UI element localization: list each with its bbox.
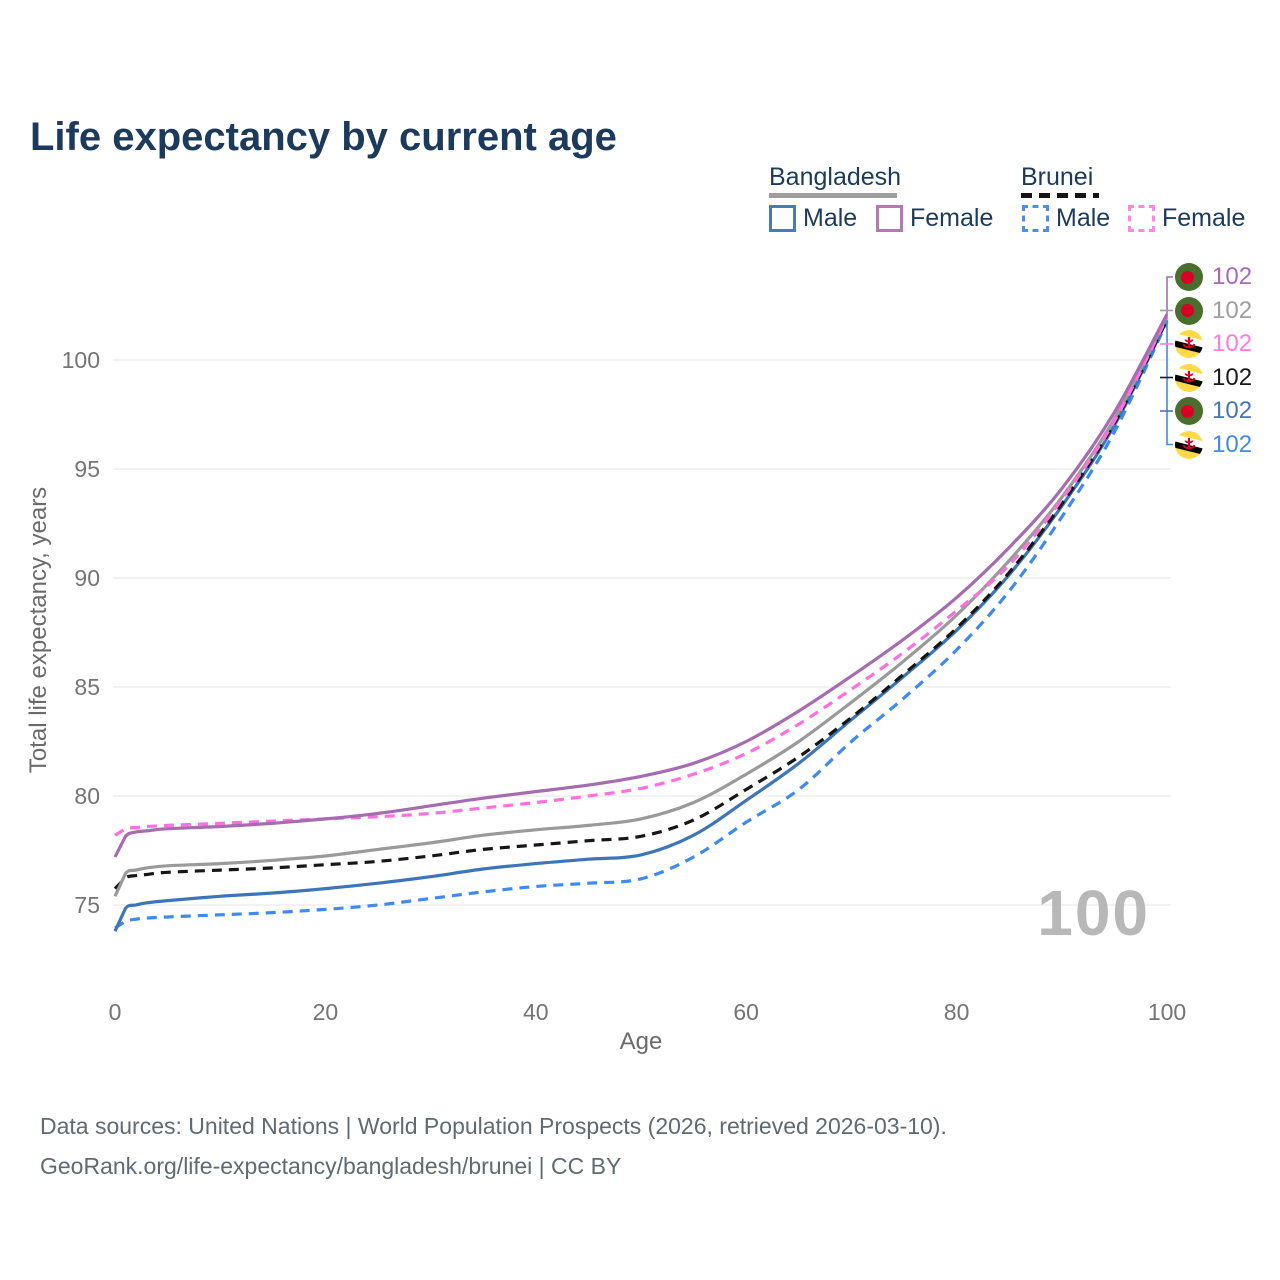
x-tick-label-0: 0: [109, 999, 122, 1025]
end-label-bangladesh-male: 102: [1175, 396, 1252, 426]
y-axis-title: Total life expectancy, years: [25, 487, 52, 773]
legend-swatch-brunei-male[interactable]: [1022, 205, 1049, 232]
x-tick-label-100: 100: [1148, 999, 1186, 1025]
bangladesh-flag-icon: [1175, 263, 1203, 291]
end-label-brunei-male: 102: [1175, 430, 1252, 460]
series-line-brunei-male[interactable]: [114, 321, 1169, 930]
end-label-bangladesh-female: 102: [1175, 262, 1252, 292]
y-tick-label-80: 80: [74, 783, 100, 809]
x-tick-label-80: 80: [944, 999, 970, 1025]
y-tick-label-100: 100: [62, 347, 100, 373]
legend-swatch-brunei-female[interactable]: [1128, 205, 1155, 232]
footer: Data sources: United Nations | World Pop…: [40, 1106, 947, 1186]
y-tick-label-95: 95: [74, 456, 100, 482]
end-label-bangladesh-both-sexes: 102: [1175, 296, 1252, 326]
legend-swatch-bangladesh-female[interactable]: [876, 205, 903, 232]
bangladesh-flag-icon: [1175, 397, 1203, 425]
legend-country-brunei[interactable]: Brunei: [1021, 163, 1094, 191]
hover-age-watermark: 100: [1037, 877, 1150, 949]
legend-label: Male: [1056, 204, 1111, 232]
x-tick-label-20: 20: [313, 999, 339, 1025]
end-label-value: 102: [1212, 296, 1253, 324]
legend-underline-brunei-dashed: [1021, 193, 1099, 198]
legend-item-brunei-female[interactable]: Female: [1128, 204, 1245, 233]
y-tick-label-85: 85: [74, 674, 100, 700]
leader-line-bottom: [1166, 320, 1173, 446]
legend-item-brunei-male[interactable]: Male: [1022, 204, 1110, 233]
footer-data-sources: Data sources: United Nations | World Pop…: [40, 1113, 947, 1139]
series-line-brunei-female[interactable]: [114, 316, 1169, 837]
footer-attribution: GeoRank.org/life-expectancy/bangladesh/b…: [40, 1153, 622, 1179]
series-line-bangladesh-female[interactable]: [113, 313, 1169, 858]
x-axis-title: Age: [620, 1028, 663, 1055]
y-tick-label-75: 75: [74, 892, 100, 918]
end-label-value: 102: [1212, 263, 1253, 290]
x-tick-label-60: 60: [733, 999, 759, 1025]
end-label-brunei-both-sexes: 102: [1175, 363, 1252, 393]
brunei-flag-icon: [1175, 363, 1203, 392]
legend-label: Male: [803, 204, 858, 232]
legend-item-bangladesh-male[interactable]: Male: [769, 204, 857, 233]
brunei-flag-icon: [1175, 330, 1203, 358]
end-label-value: 102: [1212, 330, 1253, 357]
series-line-bangladesh-male[interactable]: [113, 319, 1169, 932]
leader-line-top: [1166, 276, 1173, 316]
brunei-flag-icon: [1175, 430, 1203, 459]
series-line-brunei-both-sexes[interactable]: [113, 318, 1169, 890]
y-tick-label-90: 90: [74, 565, 100, 591]
end-label-value: 102: [1212, 430, 1253, 458]
bangladesh-flag-icon: [1175, 296, 1203, 325]
legend-underline-bangladesh-solid: [769, 193, 897, 198]
legend-country-bangladesh[interactable]: Bangladesh: [769, 163, 902, 191]
series-line-bangladesh-both-sexes[interactable]: [113, 315, 1169, 897]
x-tick-label-40: 40: [523, 999, 549, 1025]
end-label-value: 102: [1212, 397, 1253, 424]
legend-label: Female: [1162, 204, 1246, 232]
page-title: Life expectancy by current age: [30, 114, 617, 159]
end-label-value: 102: [1212, 363, 1253, 391]
end-label-brunei-female: 102: [1175, 329, 1252, 359]
legend-item-bangladesh-female[interactable]: Female: [876, 204, 993, 233]
legend-label: Female: [910, 204, 994, 232]
legend-swatch-bangladesh-male[interactable]: [769, 205, 796, 232]
